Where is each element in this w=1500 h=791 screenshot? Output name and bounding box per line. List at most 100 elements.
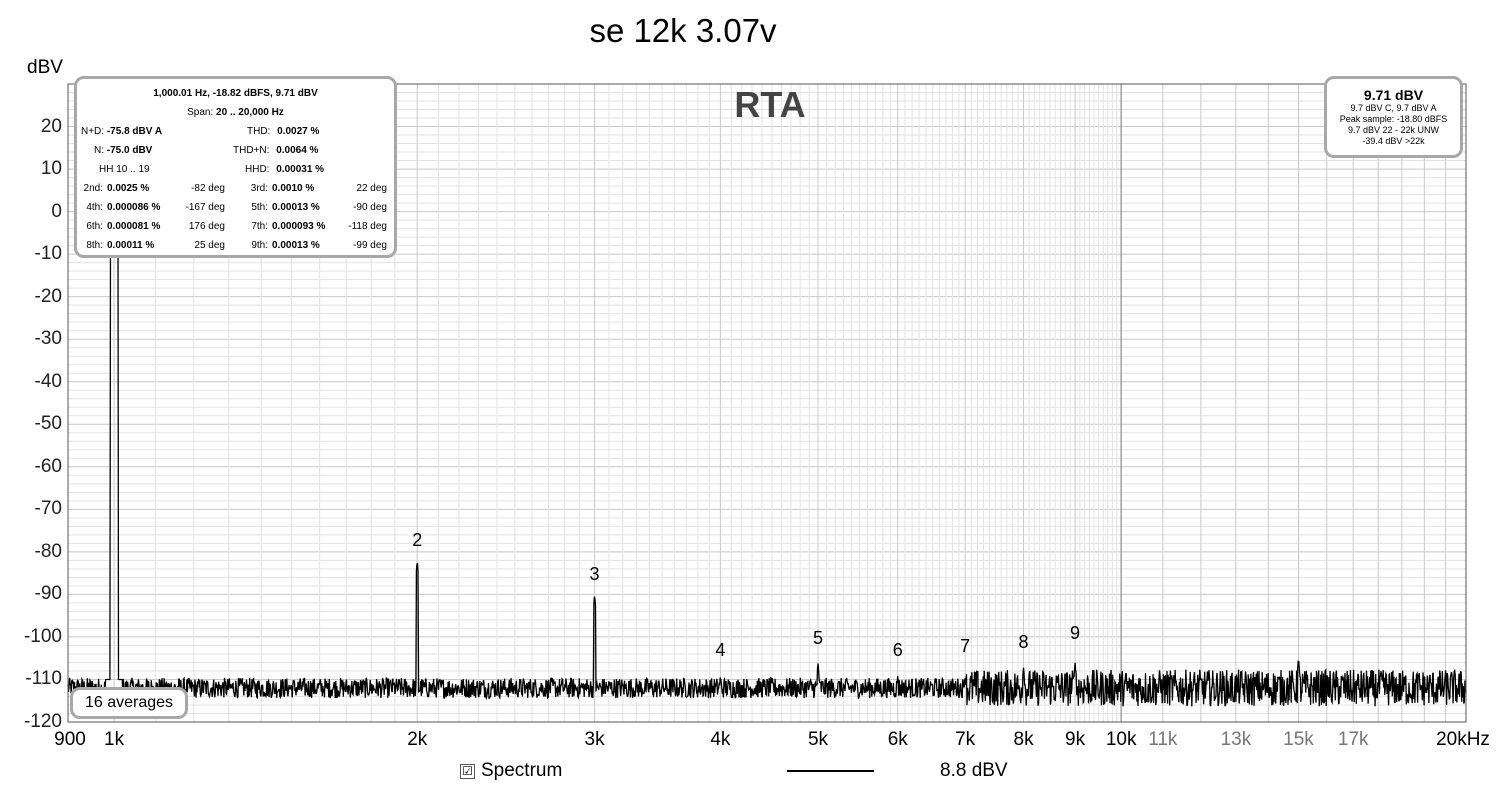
harmonic-label: 3 (589, 563, 600, 584)
thdn-label: THD+N: (233, 145, 270, 156)
hhd-value: 0.00031 % (276, 164, 325, 175)
rta-watermark: RTA (734, 84, 806, 125)
x-tick-label: 8k (1013, 729, 1034, 750)
y-tick-label: -40 (34, 370, 62, 392)
x-tick-label: 5k (807, 729, 829, 750)
y-tick-label: -60 (34, 455, 62, 477)
nd-label: N+D: (81, 126, 105, 137)
harmonic-value-right: 0.00013 % (272, 202, 320, 213)
hhd-label: HHD: (245, 164, 270, 175)
peak-line-4: -39.4 dBV >22k (1362, 136, 1425, 146)
harmonic-phase-left: -167 deg (185, 202, 225, 213)
y-tick-label: 10 (40, 158, 62, 180)
legend-line-swatch (787, 770, 874, 772)
spectrum-trace (67, 172, 1467, 707)
harmonic-value-left: 0.000081 % (107, 221, 161, 232)
y-tick-label: -100 (23, 625, 62, 647)
x-tick-label: 13k (1220, 729, 1252, 750)
averages-badge[interactable]: 16 averages (70, 687, 188, 719)
peak-line-1: 9.7 dBV C, 9.7 dBV A (1350, 103, 1437, 113)
y-tick-label: -50 (34, 413, 62, 435)
nd-value: -75.8 dBV A (106, 126, 163, 137)
y-tick-label: -120 (23, 711, 62, 732)
n-label: N: (94, 145, 104, 156)
distortion-info-panel: 1,000.01 Hz, -18.82 dBFS, 9.71 dBV Span:… (74, 76, 397, 258)
harmonic-value-left: 0.00011 % (107, 240, 155, 251)
y-tick-label: 0 (51, 200, 62, 222)
harmonic-phase-right: -90 deg (353, 202, 387, 213)
x-tick-label: 900 (54, 729, 86, 750)
info-header: 1,000.01 Hz, -18.82 dBFS, 9.71 dBV (153, 88, 318, 99)
thd-label: THD: (247, 126, 271, 137)
x-tick-label: 17k (1337, 729, 1369, 750)
info-span: Span: 20 .. 20,000 Hz (77, 107, 394, 118)
harmonic-label: 9 (1070, 623, 1081, 644)
x-tick-label: 4k (710, 729, 731, 750)
nd-row: N+D: -75.8 dBV A (81, 126, 162, 137)
spectrum-checkbox[interactable]: ☑ (460, 764, 475, 779)
thd-value: 0.0027 % (277, 126, 320, 137)
harmonic-value-left: 0.000086 % (107, 202, 161, 213)
x-tick-label: 9k (1065, 729, 1086, 750)
harmonic-label-right: 5th: (251, 202, 268, 213)
y-tick-label: 20 (40, 115, 62, 137)
legend-spectrum[interactable]: ☑ Spectrum (460, 760, 562, 782)
y-tick-label: -30 (34, 328, 62, 350)
x-tick-label: 15k (1283, 729, 1314, 750)
harmonic-label: 5 (812, 627, 823, 648)
thd-row: THD: 0.0027 % (247, 126, 319, 137)
hh-label: HH 10 .. 19 (99, 164, 150, 175)
harmonic-label-left: 4th: (86, 202, 103, 213)
y-axis-label: dBV (27, 57, 63, 78)
x-tick-label: 7k (955, 729, 976, 750)
harmonic-phase-left: 25 deg (194, 240, 225, 251)
chart-title: se 12k 3.07v (589, 12, 777, 49)
legend-label: Spectrum (481, 760, 563, 781)
harmonic-label-right: 3rd: (250, 183, 268, 194)
y-tick-label: -90 (34, 583, 62, 605)
legend-value: 8.8 dBV (940, 760, 1008, 781)
plot-frame (67, 83, 1467, 723)
x-tick-label: 1k (104, 729, 125, 750)
harmonic-label: 2 (412, 529, 423, 550)
thdn-value: 0.0064 % (276, 145, 319, 156)
harmonic-phase-right: 22 deg (356, 183, 387, 194)
level-meter-panel: 9.71 dBV 9.7 dBV C, 9.7 dBV A Peak sampl… (1324, 76, 1463, 158)
harmonic-phase-left: -82 deg (191, 183, 225, 194)
x-tick-label: 2k (407, 729, 428, 750)
n-row: N: -75.0 dBV (94, 145, 152, 156)
harmonic-phase-right: -118 deg (348, 221, 387, 232)
harmonic-label: 7 (960, 636, 971, 657)
span-label: Span: (187, 107, 214, 118)
thdn-row: THD+N: 0.0064 % (233, 145, 318, 156)
harmonic-label: 6 (892, 640, 903, 661)
harmonic-label-left: 6th: (86, 221, 103, 232)
spectrum-line (67, 172, 1467, 707)
harmonic-phase-left: 176 deg (188, 221, 225, 232)
x-tick-label: 11k (1148, 729, 1178, 750)
harmonic-label-left: 8th: (86, 240, 103, 251)
harmonic-value-right: 0.00013 % (272, 240, 320, 251)
harmonic-value-right: 0.0010 % (272, 183, 315, 194)
harmonic-label-right: 9th: (251, 240, 268, 251)
harmonic-phase-right: -99 deg (353, 240, 387, 251)
harmonic-value-left: 0.0025 % (107, 183, 150, 194)
harmonic-label-left: 2nd: (83, 183, 103, 194)
peak-level-value: 9.71 dBV (1363, 87, 1424, 103)
y-tick-label: -20 (34, 285, 62, 307)
peak-line-2: Peak sample: -18.80 dBFS (1339, 114, 1448, 124)
harmonic-label: 8 (1018, 631, 1029, 652)
x-tick-label: 10k (1105, 729, 1137, 750)
y-tick-label: -80 (34, 540, 62, 562)
n-value: -75.0 dBV (106, 145, 153, 156)
grid (67, 83, 1467, 723)
x-tick-label: 3k (584, 729, 605, 750)
hhd-row: HHD: 0.00031 % (245, 164, 324, 175)
harmonic-label: 4 (715, 640, 726, 661)
span-value: 20 .. 20,000 Hz (216, 107, 284, 118)
harmonic-value-right: 0.000093 % (272, 221, 326, 232)
harmonic-label-right: 7th: (251, 221, 268, 232)
y-tick-label: -70 (34, 498, 62, 520)
y-tick-label: -110 (25, 668, 62, 690)
